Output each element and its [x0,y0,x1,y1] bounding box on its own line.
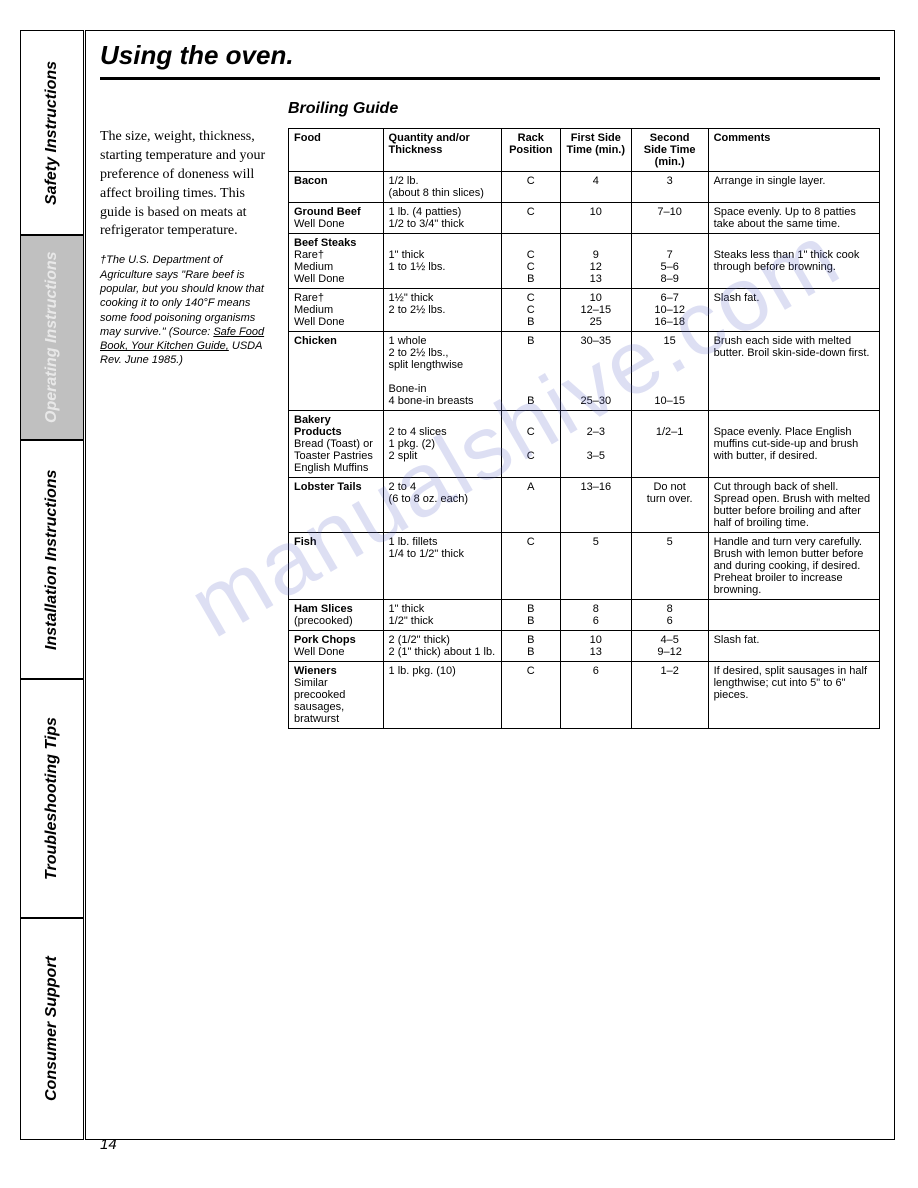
table-row: Ground BeefWell Done1 lb. (4 patties)1/2… [289,203,880,234]
cell-first: 4 [560,172,631,203]
table-row: Rare†MediumWell Done1½" thick2 to 2½ lbs… [289,289,880,332]
title-divider [100,77,880,80]
table-header-row: Food Quantity and/or Thickness Rack Posi… [289,129,880,172]
cell-rack: BB [501,332,560,411]
table-row: Bakery ProductsBread (Toast) orToaster P… [289,411,880,478]
cell-food: Beef SteaksRare†MediumWell Done [289,234,384,289]
cell-second: Do notturn over. [631,478,708,533]
th-rack: Rack Position [501,129,560,172]
usda-footnote: †The U.S. Department of Agriculture says… [100,253,270,367]
table-row: Lobster Tails2 to 4(6 to 8 oz. each)A13–… [289,478,880,533]
th-food: Food [289,129,384,172]
cell-comments: Steaks less than 1" thick cook through b… [708,234,879,289]
cell-comments: Space evenly. Up to 8 patties take about… [708,203,879,234]
cell-first: 10 [560,203,631,234]
cell-qty: 2 (1/2" thick)2 (1" thick) about 1 lb. [383,631,501,662]
cell-food: Fish [289,533,384,600]
main-content: Using the oven. The size, weight, thickn… [100,40,880,729]
th-comments: Comments [708,129,879,172]
table-row: Ham Slices(precooked)1" thick1/2" thickB… [289,600,880,631]
cell-first: 2–33–5 [560,411,631,478]
cell-second: 3 [631,172,708,203]
cell-first: 6 [560,662,631,729]
cell-second: 5 [631,533,708,600]
cell-qty: 1 lb. (4 patties)1/2 to 3/4" thick [383,203,501,234]
cell-second: 4–59–12 [631,631,708,662]
cell-qty: 1 lb. pkg. (10) [383,662,501,729]
cell-second: 75–68–9 [631,234,708,289]
tab-operating-instructions[interactable]: Operating Instructions [20,235,84,440]
cell-first: 1012–1525 [560,289,631,332]
cell-qty: 1" thick1/2" thick [383,600,501,631]
cell-rack: A [501,478,560,533]
cell-comments: Handle and turn very carefully. Brush wi… [708,533,879,600]
cell-first: 5 [560,533,631,600]
cell-food: Bakery ProductsBread (Toast) orToaster P… [289,411,384,478]
cell-comments [708,600,879,631]
cell-food: Lobster Tails [289,478,384,533]
cell-first: 30–3525–30 [560,332,631,411]
tab-consumer-support[interactable]: Consumer Support [20,918,84,1140]
broiling-guide-heading: Broiling Guide [288,100,880,118]
cell-second: 6–710–1216–18 [631,289,708,332]
table-row: WienersSimilar precookedsausages,bratwur… [289,662,880,729]
cell-second: 1/2–1 [631,411,708,478]
cell-qty: 1 whole2 to 2½ lbs.,split lengthwiseBone… [383,332,501,411]
page-title: Using the oven. [100,40,880,71]
cell-comments: Cut through back of shell. Spread open. … [708,478,879,533]
cell-second: 1–2 [631,662,708,729]
table-row: Pork ChopsWell Done2 (1/2" thick)2 (1" t… [289,631,880,662]
table-row: Beef SteaksRare†MediumWell Done1" thick1… [289,234,880,289]
cell-first: 86 [560,600,631,631]
cell-comments: Brush each side with melted butter. Broi… [708,332,879,411]
th-quantity: Quantity and/or Thickness [383,129,501,172]
cell-first: 91213 [560,234,631,289]
intro-paragraph: The size, weight, thickness, starting te… [100,128,270,241]
cell-comments: Arrange in single layer. [708,172,879,203]
table-row: Chicken1 whole2 to 2½ lbs.,split lengthw… [289,332,880,411]
tab-safety-instructions[interactable]: Safety Instructions [20,30,84,235]
cell-food: Ground BeefWell Done [289,203,384,234]
cell-food: Ham Slices(precooked) [289,600,384,631]
cell-qty: 2 to 4 slices1 pkg. (2)2 split [383,411,501,478]
cell-qty: 1/2 lb.(about 8 thin slices) [383,172,501,203]
cell-qty: 1 lb. fillets1/4 to 1/2" thick [383,533,501,600]
cell-rack: BB [501,600,560,631]
cell-second: 7–10 [631,203,708,234]
cell-rack: CCB [501,289,560,332]
cell-rack: CCB [501,234,560,289]
cell-second: 86 [631,600,708,631]
cell-rack: C [501,172,560,203]
cell-comments: Slash fat. [708,631,879,662]
th-first-side: First Side Time (min.) [560,129,631,172]
cell-food: Pork ChopsWell Done [289,631,384,662]
cell-qty: 2 to 4(6 to 8 oz. each) [383,478,501,533]
cell-rack: CC [501,411,560,478]
side-tab-container: Safety Instructions Operating Instructio… [20,30,84,1140]
cell-first: 1013 [560,631,631,662]
cell-food: Bacon [289,172,384,203]
cell-food: Rare†MediumWell Done [289,289,384,332]
cell-comments: Space evenly. Place English muffins cut-… [708,411,879,478]
tab-troubleshooting-tips[interactable]: Troubleshooting Tips [20,679,84,918]
cell-first: 13–16 [560,478,631,533]
cell-food: Chicken [289,332,384,411]
cell-comments: Slash fat. [708,289,879,332]
cell-qty: 1" thick1 to 1½ lbs. [383,234,501,289]
cell-rack: BB [501,631,560,662]
cell-food: WienersSimilar precookedsausages,bratwur… [289,662,384,729]
cell-comments: If desired, split sausages in half lengt… [708,662,879,729]
cell-second: 1510–15 [631,332,708,411]
th-second-side: Second Side Time (min.) [631,129,708,172]
cell-qty: 1½" thick2 to 2½ lbs. [383,289,501,332]
table-row: Fish1 lb. fillets1/4 to 1/2" thickC55Han… [289,533,880,600]
cell-rack: C [501,662,560,729]
tab-installation-instructions[interactable]: Installation Instructions [20,440,84,679]
cell-rack: C [501,533,560,600]
broiling-guide-table: Food Quantity and/or Thickness Rack Posi… [288,128,880,729]
cell-rack: C [501,203,560,234]
table-row: Bacon1/2 lb.(about 8 thin slices)C43Arra… [289,172,880,203]
page-number: 14 [100,1136,117,1153]
